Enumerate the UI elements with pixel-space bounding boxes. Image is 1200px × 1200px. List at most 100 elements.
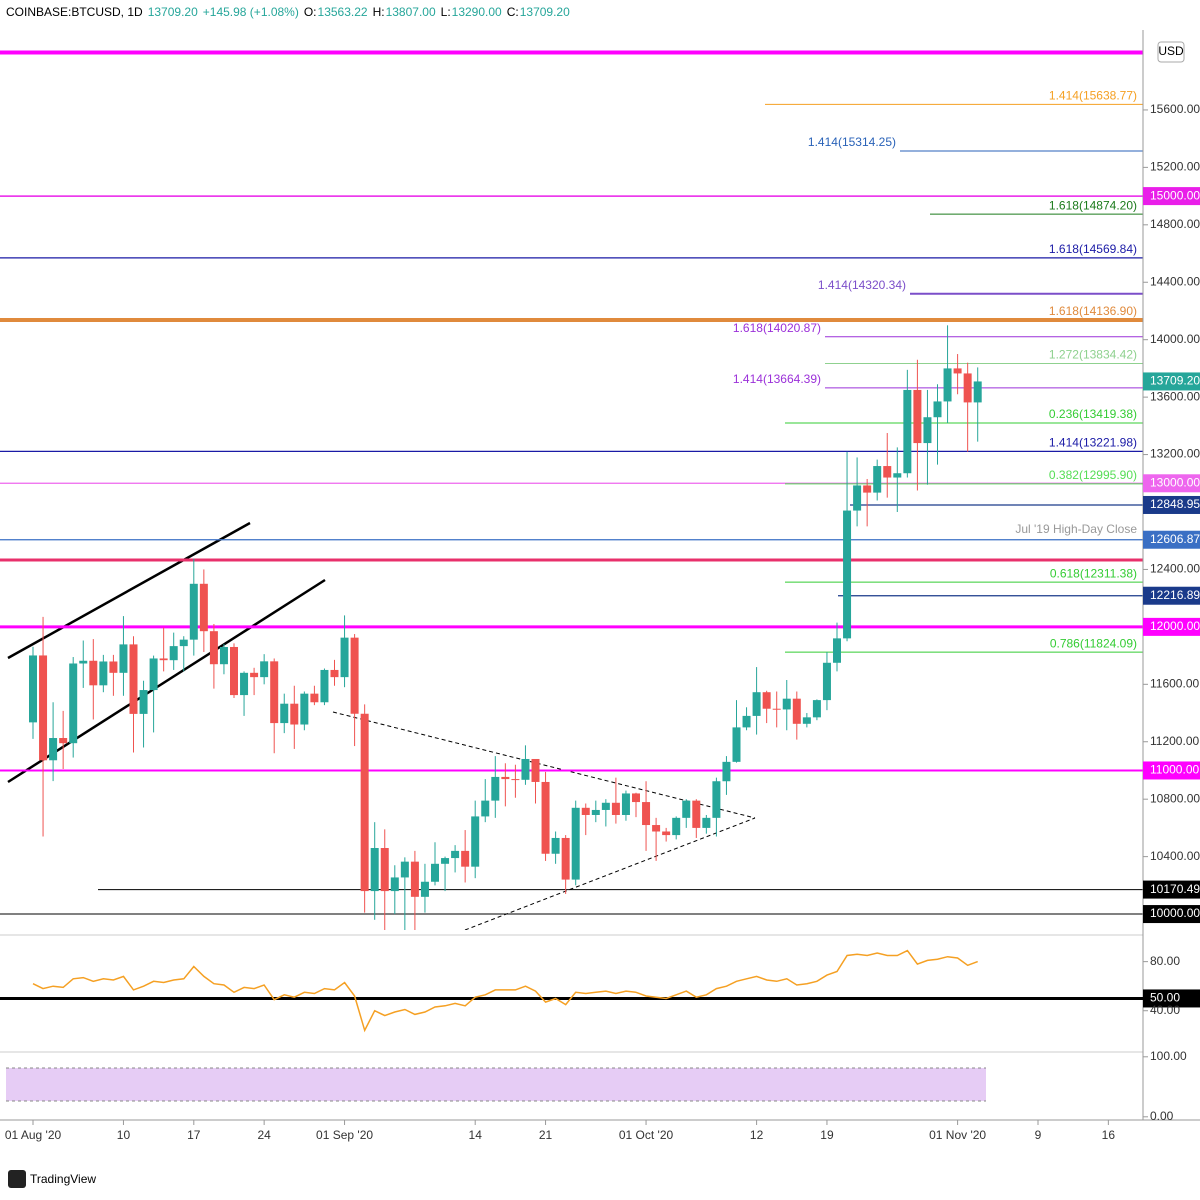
stoch-band [6,1068,986,1101]
candle-body [662,831,671,836]
level-badge [1143,495,1200,514]
candle-body [511,779,520,781]
candle-body [250,672,259,678]
candle-body [853,485,862,511]
candle-body [179,639,188,647]
candle-body [893,473,902,478]
candle-body [672,817,681,836]
candle-body [742,715,751,728]
candle-body [903,389,912,474]
level-label: 0.618(12311.38) [1050,566,1137,580]
level-label: 1.618(14874.20) [1049,198,1137,212]
candle-body [571,807,580,880]
level-label: 1.414(13664.39) [733,372,821,386]
triangle-line [332,711,756,819]
level-badge-label: 11000.00 [1150,763,1199,777]
y-tick-label: 10800.00 [1150,791,1200,805]
candle-body [692,800,701,828]
level-badge [1143,474,1200,493]
level-badge [1143,187,1200,206]
candle-body [149,658,158,691]
midline-badge [1143,989,1200,1008]
candle-body [481,800,490,817]
candle-body [310,693,319,703]
y-tick-label: 15200.00 [1150,160,1200,174]
candle-body [943,368,952,402]
level-badge-label: 12848.95 [1150,497,1200,511]
candle-body [209,631,218,665]
header-item: O: [304,5,317,19]
candle-body [491,776,500,801]
candle-body [682,800,691,818]
level-badge [1143,761,1200,780]
header-item: COINBASE:BTCUSD, 1D [6,5,143,19]
level-label: 1.414(15314.25) [808,135,896,149]
candle-body [621,793,630,815]
candle-body [632,793,640,803]
y-tick-label: 12400.00 [1150,562,1200,576]
header-item: C: [507,5,519,19]
candle-body [722,761,731,782]
candle-body [139,690,148,714]
candle-body [360,713,369,892]
level-label: 1.414(13221.98) [1049,436,1137,450]
candle-body [441,858,450,864]
candle-body [772,708,781,710]
triangle-line [464,817,756,930]
candle-body [973,381,982,403]
y-tick-label: 40.00 [1150,1003,1180,1017]
y-tick-label: 11600.00 [1150,676,1199,690]
candle-body [119,644,128,673]
candle-body [109,661,118,673]
candle-body [652,825,661,832]
brand-logo [8,1170,26,1188]
y-tick-label: 10400.00 [1150,849,1200,863]
level-badge-label: 12216.89 [1150,588,1200,602]
candle-body [531,758,540,782]
level-badge [1143,905,1200,924]
currency-badge[interactable] [1157,41,1185,63]
level-label: Jul '19 High-Day Close [1015,522,1137,536]
candle-body [280,703,289,724]
candle-body [551,837,560,854]
level-label: 1.414(14320.34) [818,278,906,292]
candle-body [410,861,419,897]
candle-body [260,661,269,678]
level-label: 1.618(14569.84) [1049,242,1137,256]
indicator-line [32,949,978,1033]
candle-body [330,669,339,678]
candle-body [732,727,741,762]
level-badge-label: 13000.00 [1150,475,1200,489]
level-badge-label: 15000.00 [1150,188,1200,202]
level-badge [1143,617,1200,636]
y-tick-label: 50.00 [1150,991,1180,1005]
header-item: 13290.00 [452,5,502,19]
x-tick-label: 12 [750,1128,764,1142]
candle-body [49,738,58,761]
candle-body [782,698,791,710]
candle-body [340,637,349,678]
candle-body [240,672,249,696]
currency[interactable]: USD [1158,44,1184,58]
price-pane [0,50,1143,930]
brand: TradingView [30,1172,96,1186]
candle-body [561,837,570,880]
header-item: 13563.22 [318,5,368,19]
header-item: 13709.20 [148,5,198,19]
candle-body [802,717,811,724]
x-tick-label: 14 [469,1128,483,1142]
channel-line [7,578,326,784]
candle-body [219,646,228,665]
candle-body [69,663,78,744]
candle-body [270,661,279,724]
candle-body [89,660,98,686]
candle-body [712,781,721,818]
header-item: L: [441,5,451,19]
candle-body [320,669,329,703]
candle-body [451,850,460,859]
candle-body [521,758,530,780]
level-badge-label: 10000.00 [1150,906,1200,920]
candle-body [420,881,429,897]
